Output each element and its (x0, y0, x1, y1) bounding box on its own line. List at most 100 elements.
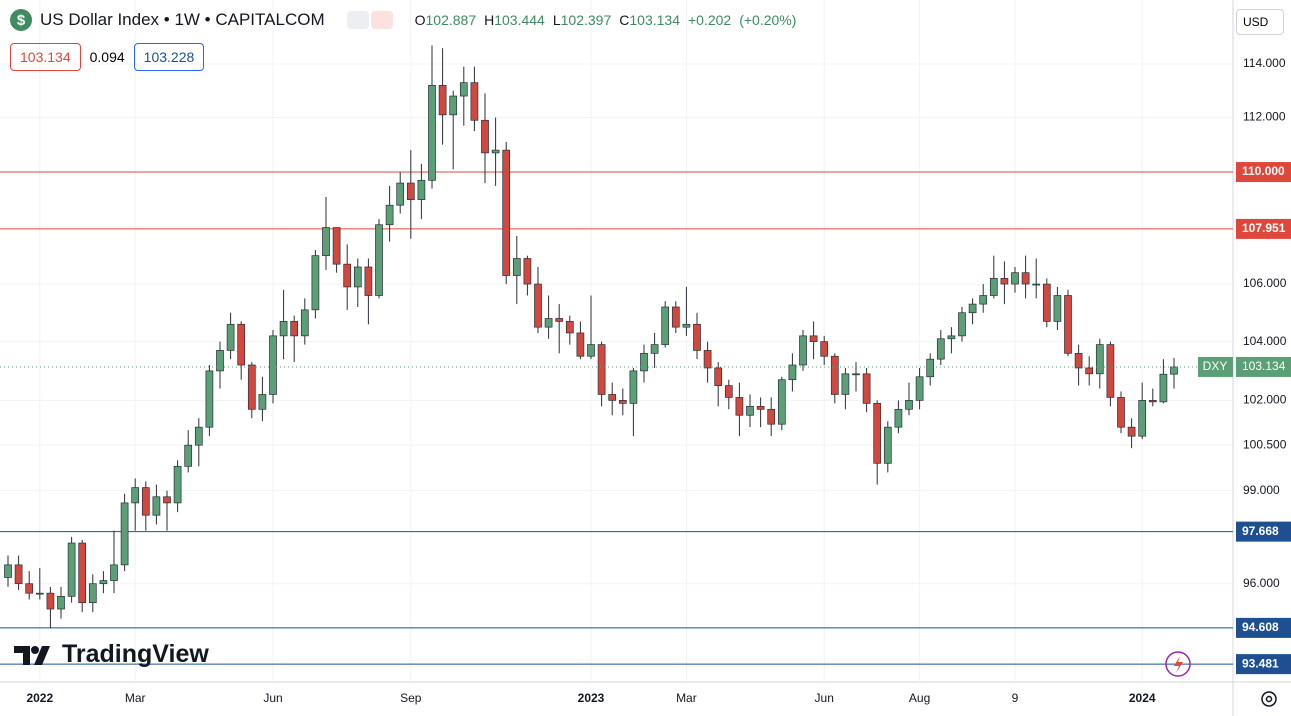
buy-price[interactable]: 103.228 (133, 43, 205, 71)
candle-body (417, 179, 426, 201)
badge-wave[interactable] (370, 11, 393, 29)
y-tick-label: 102.000 (1243, 393, 1287, 407)
level-label: 107.951 (1242, 221, 1286, 235)
candle-body (173, 465, 182, 504)
candle-body (184, 444, 193, 467)
ohlc-value: 103.444 (494, 12, 545, 28)
candle-body (141, 487, 150, 516)
badge-minus[interactable] (346, 11, 369, 29)
candle-body (343, 263, 352, 288)
candle-body (396, 182, 405, 206)
x-tick-label: 2024 (1129, 691, 1156, 705)
last-price-label: 103.134 (1242, 359, 1286, 373)
candle-body (714, 367, 723, 386)
last-price-box (1236, 356, 1291, 377)
candle-body (428, 84, 436, 181)
candle-body (735, 397, 744, 416)
candle-body (57, 595, 65, 610)
candle-body (905, 400, 913, 410)
settings-icon-center (1265, 695, 1273, 703)
y-tick-label: 104.000 (1243, 334, 1287, 348)
candle-body (936, 338, 945, 360)
x-tick-label: 9 (1012, 691, 1019, 705)
candle-body (746, 405, 754, 416)
candle-body (841, 373, 850, 395)
level-label-box (1236, 162, 1291, 183)
candle-body (375, 224, 383, 296)
candle-body (618, 400, 627, 404)
x-tick-label: 2023 (578, 691, 605, 705)
series-name-box (1198, 356, 1233, 377)
level-label-box (1236, 521, 1291, 542)
candle-body (809, 335, 818, 343)
ohlc-high: H103.444 (484, 12, 545, 28)
series-name: DXY (1203, 359, 1228, 373)
x-tick-label: Mar (676, 691, 697, 705)
candle-body (565, 321, 574, 334)
candle-body (332, 227, 341, 265)
candle-body (1170, 366, 1178, 375)
candle-body (820, 341, 829, 357)
y-tick-label: 99.000 (1243, 483, 1280, 497)
alert-icon[interactable] (1165, 651, 1191, 677)
candle-body (1021, 272, 1030, 285)
candle-body (205, 370, 214, 428)
candle-body (915, 376, 924, 401)
candle-body (216, 350, 224, 372)
candle-body (99, 580, 108, 585)
candle-body (576, 332, 585, 357)
candle-body (968, 303, 977, 314)
symbol-title[interactable]: US Dollar Index • 1W • CAPITALCOM (40, 10, 325, 29)
candle-body (682, 323, 691, 328)
ohlc-low: L102.397 (553, 12, 611, 28)
candle-body (587, 344, 595, 357)
candle-body (290, 321, 299, 337)
candle-body (1085, 367, 1094, 375)
candle-body (873, 403, 882, 464)
candle-body (862, 373, 871, 404)
spread: 0.094 (89, 49, 125, 65)
candle-body (237, 323, 246, 366)
candle-body (14, 564, 23, 585)
candle-body (650, 344, 659, 354)
candle-body (481, 119, 489, 154)
candle-body (894, 408, 903, 428)
ohlc-label: O (414, 12, 426, 28)
candle-body (629, 370, 638, 404)
x-tick-label: Sep (400, 691, 422, 705)
ohlc-value: 102.887 (425, 12, 477, 28)
level-label-box (1236, 654, 1291, 675)
badge (346, 11, 393, 29)
candle-body (640, 352, 648, 372)
candle-body (470, 82, 479, 121)
candle-body (512, 258, 521, 276)
candle-body (247, 364, 256, 410)
candle-body (597, 344, 606, 395)
sell-price[interactable]: 103.134 (10, 43, 81, 71)
settings-icon[interactable] (1261, 691, 1277, 707)
candle-body (534, 283, 542, 328)
candle-body (194, 426, 203, 446)
ohlc-value: 102.397 (560, 12, 612, 28)
candle-body (788, 364, 797, 381)
candle-body (1032, 283, 1041, 286)
watermark-text: TradingView (62, 640, 209, 668)
candle-body (852, 373, 860, 376)
currency-button[interactable]: USD (1236, 9, 1284, 35)
y-tick-label: 106.000 (1243, 276, 1287, 290)
candle-body (1117, 397, 1125, 428)
y-tick-label: 100.500 (1243, 437, 1287, 451)
header: $ US Dollar Index • 1W • CAPITALCOM O102… (10, 9, 796, 31)
candle-body (385, 204, 394, 226)
level-label: 93.481 (1242, 656, 1279, 670)
candle-body (1064, 295, 1072, 354)
candle-body (1159, 373, 1168, 403)
candle-body (979, 295, 988, 305)
symbol-icon: $ (10, 9, 32, 31)
candle-body (661, 306, 670, 345)
trade-bar: 103.134 0.094 103.228 (10, 43, 205, 71)
candle-body (364, 266, 373, 296)
level-label-box (1236, 617, 1291, 638)
level-label: 94.608 (1242, 620, 1279, 634)
